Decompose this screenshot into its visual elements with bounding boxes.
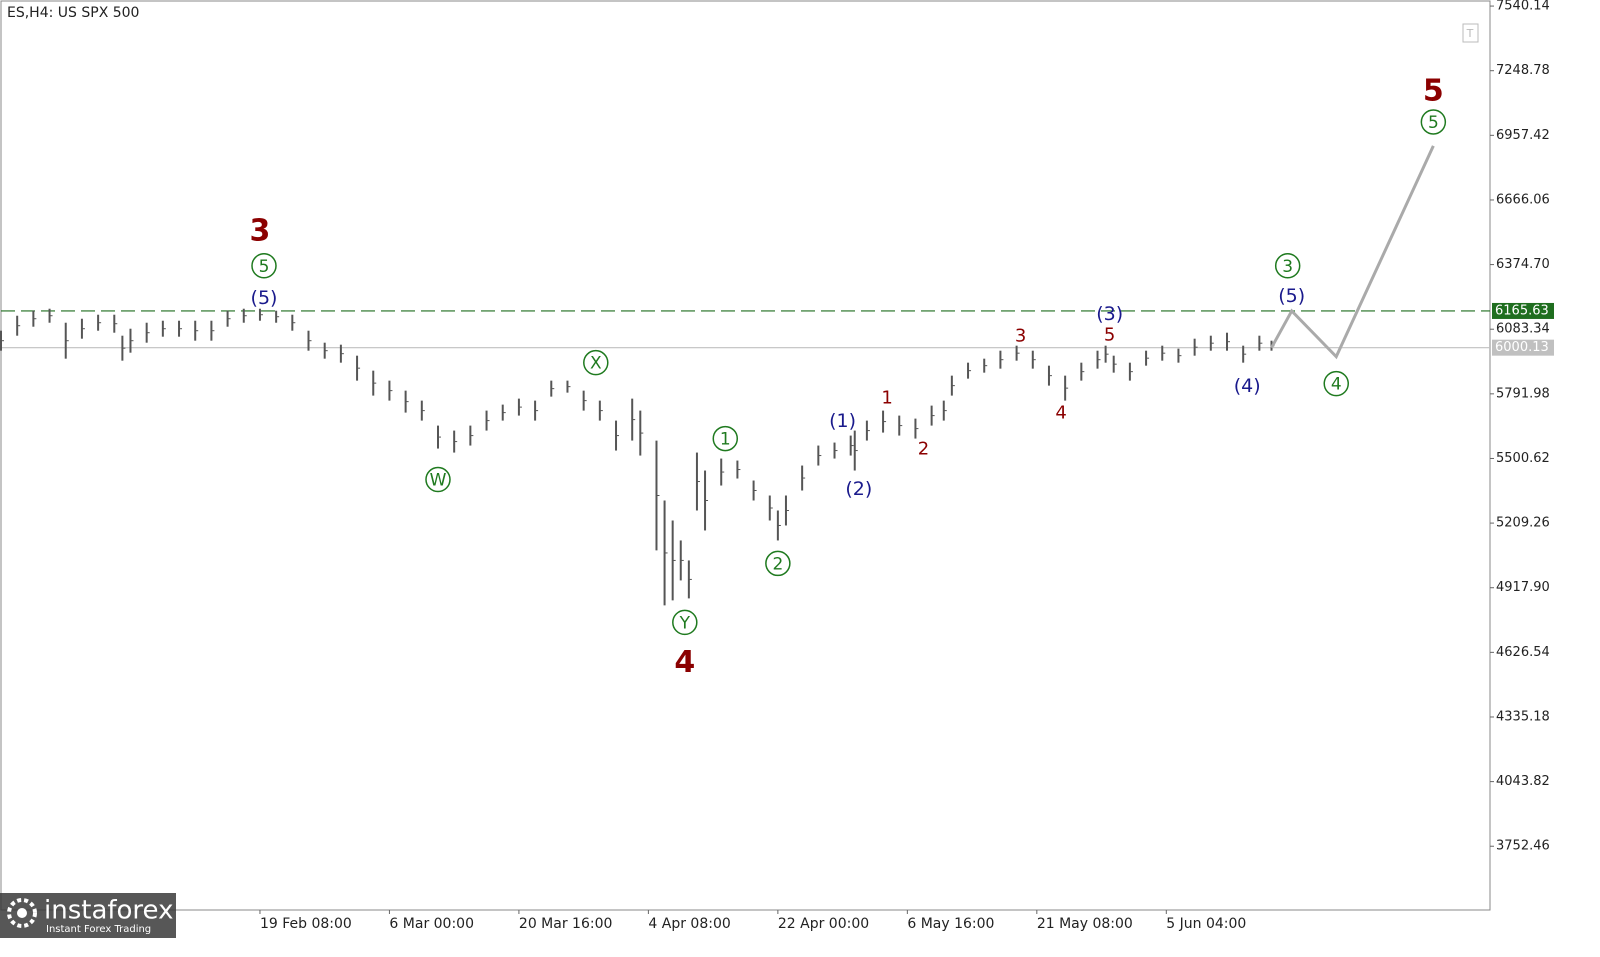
watermark-gear-hub xyxy=(17,908,27,918)
y-tick-label: 6083.34 xyxy=(1496,322,1550,337)
trade-icon[interactable] xyxy=(1462,23,1479,43)
wave-label: Y xyxy=(679,613,691,633)
wave-label: 3 xyxy=(1015,326,1026,347)
wave-label: (2) xyxy=(845,478,872,500)
x-tick-label: 21 May 08:00 xyxy=(1037,916,1133,932)
wave-label: 5 xyxy=(1423,73,1444,108)
wave-circle xyxy=(765,550,791,577)
y-tick-label: 6374.70 xyxy=(1496,257,1550,272)
wave-label: 3 xyxy=(1282,257,1293,277)
y-tick-label: 4335.18 xyxy=(1496,709,1550,724)
price-level-label: 6165.63 xyxy=(1495,303,1549,318)
y-tick-label: 7540.14 xyxy=(1496,0,1550,14)
x-tick-label: 6 Mar 00:00 xyxy=(389,916,474,932)
price-level-box xyxy=(1492,339,1554,356)
chart-title: ES,H4: US SPX 500 xyxy=(7,5,139,21)
wave-label: (1) xyxy=(829,410,856,432)
wave-label: X xyxy=(590,354,602,374)
wave-circle xyxy=(712,425,739,452)
y-tick-label: 3752.46 xyxy=(1496,839,1550,854)
x-tick-label: 5 Jun 04:00 xyxy=(1166,916,1246,932)
y-tick-label: 7248.78 xyxy=(1496,63,1550,78)
wave-circle xyxy=(1274,253,1301,279)
wave-label: 2 xyxy=(918,439,929,460)
wave-label: W xyxy=(430,471,447,491)
x-tick-label: 6 May 16:00 xyxy=(907,916,994,932)
wave-circle xyxy=(1323,370,1349,397)
y-tick-label: 5791.98 xyxy=(1496,386,1550,401)
wave-label: 5 xyxy=(259,257,270,277)
x-tick-label: 4 Apr 08:00 xyxy=(648,916,730,932)
wave-label: (3) xyxy=(1096,303,1123,325)
y-tick-label: 4043.82 xyxy=(1496,774,1550,789)
x-tick-label: 22 Apr 00:00 xyxy=(778,916,869,932)
wave-label: 4 xyxy=(1331,375,1342,395)
x-tick-label: 20 Mar 16:00 xyxy=(519,916,612,932)
price-level-label: 6000.13 xyxy=(1495,340,1549,355)
plot-frame xyxy=(0,0,1491,911)
wave-circle xyxy=(425,466,451,493)
y-tick-label: 6957.42 xyxy=(1496,128,1550,143)
wave-label: 1 xyxy=(720,430,731,450)
y-tick-label: 5209.26 xyxy=(1496,516,1550,531)
y-tick-label: 4917.90 xyxy=(1496,580,1550,595)
price-level-box xyxy=(1492,302,1554,319)
trade-icon-label: T xyxy=(1466,27,1474,40)
wave-label: 2 xyxy=(772,554,783,574)
watermark-gear xyxy=(7,898,37,928)
watermark-tagline: Instant Forex Trading xyxy=(46,924,151,935)
y-tick-label: 4626.54 xyxy=(1496,645,1550,660)
watermark-brand: instaforex xyxy=(44,896,173,926)
y-tick-label: 6666.06 xyxy=(1496,192,1550,207)
wave-label: (5) xyxy=(251,287,278,309)
wave-label: 4 xyxy=(1055,403,1066,424)
wave-circle xyxy=(583,349,609,376)
x-tick-label: 19 Feb 08:00 xyxy=(260,916,352,932)
watermark: instaforex Instant Forex Trading xyxy=(0,893,176,938)
wave-circle xyxy=(1420,109,1447,135)
wave-label: (5) xyxy=(1278,285,1305,307)
wave-label: 5 xyxy=(1428,113,1439,133)
wave-label: (4) xyxy=(1234,375,1261,397)
projection-path xyxy=(1270,145,1435,360)
wave-circle xyxy=(251,253,277,279)
y-tick-label: 5500.62 xyxy=(1496,451,1550,466)
wave-label: 3 xyxy=(250,213,271,248)
watermark-bg xyxy=(0,893,176,938)
wave-label: 5 xyxy=(1104,325,1115,346)
wave-circle xyxy=(672,609,698,636)
wave-label: 1 xyxy=(881,388,892,409)
wave-label: 4 xyxy=(674,645,695,680)
